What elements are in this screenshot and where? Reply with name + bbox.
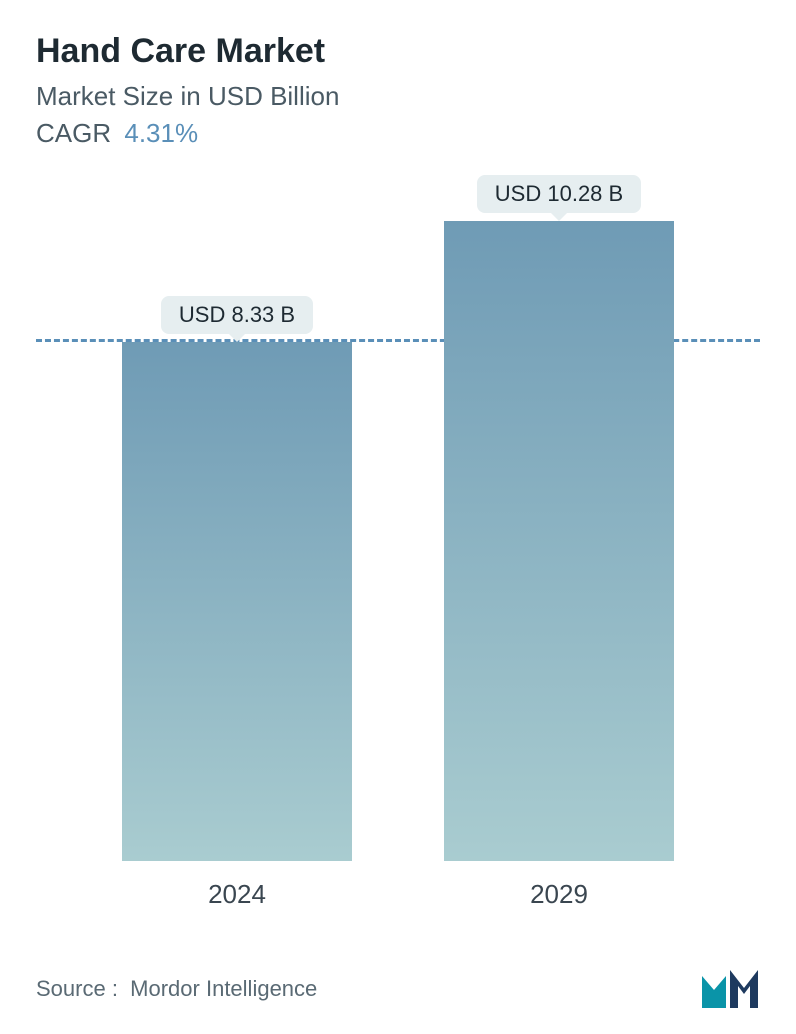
cagr-value: 4.31% [124,118,198,148]
logo-icon [700,968,760,1010]
chart-title: Hand Care Market [36,32,760,71]
bar-group-2029: USD 10.28 B [444,175,674,861]
bar-value-label: USD 8.33 B [161,296,313,334]
source-text: Source : Mordor Intelligence [36,976,317,1002]
source-label: Source : [36,976,118,1001]
x-axis-label: 2029 [444,879,674,910]
chart-plot-area: USD 8.33 BUSD 10.28 B [36,199,760,861]
cagr-row: CAGR 4.31% [36,118,760,149]
bar-group-2024: USD 8.33 B [122,296,352,861]
bar [122,342,352,861]
source-name: Mordor Intelligence [130,976,317,1001]
bar-value-label: USD 10.28 B [477,175,641,213]
bar [444,221,674,861]
chart-subtitle: Market Size in USD Billion [36,81,760,112]
cagr-label: CAGR [36,118,111,148]
chart-footer: Source : Mordor Intelligence [36,960,760,1010]
x-axis-label: 2024 [122,879,352,910]
x-axis-labels: 2024 2029 [36,861,760,910]
